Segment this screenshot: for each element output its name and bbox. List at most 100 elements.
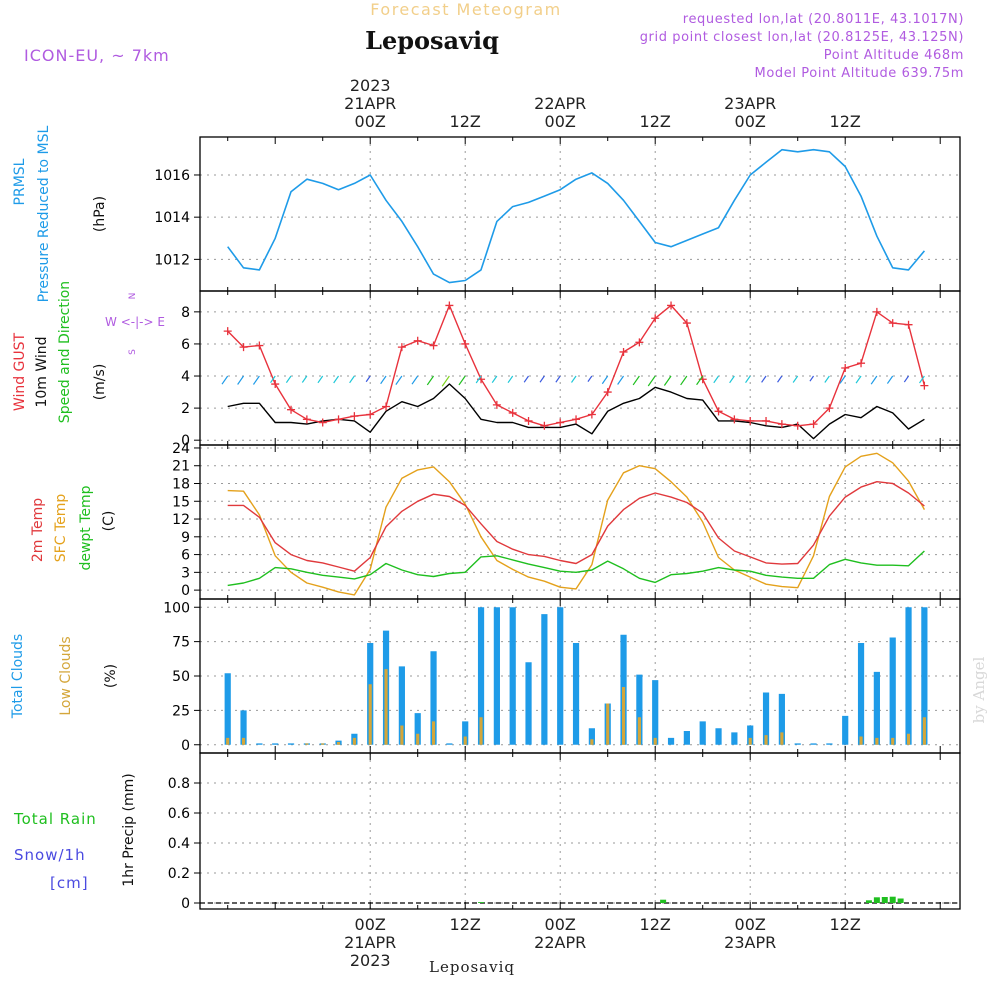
wind-labels: Wind GUST 10m Wind Speed and Direction (… [12, 281, 165, 423]
low-cloud-bar [321, 743, 325, 745]
wind-ytick-label: 6 [181, 337, 190, 353]
bottom-time-label: 00Z [355, 915, 386, 934]
total-cloud-bar [683, 731, 690, 745]
gust-marker [603, 388, 612, 397]
total-cloud-bar [905, 607, 912, 745]
precip-unit: 1hr Precip (mm) [121, 773, 137, 886]
total-cloud-bar [477, 607, 485, 745]
total-cloud-bar [493, 607, 500, 745]
wind-direction-arrow [270, 375, 276, 384]
total-cloud-bar [446, 743, 453, 745]
gust-marker [382, 402, 391, 411]
bottom-time-label: 00Z [545, 915, 576, 934]
watermark: by Angel [970, 656, 988, 723]
precip-ytick-label: 0.6 [168, 806, 190, 822]
wind-direction-arrow [221, 375, 229, 385]
wind-direction-arrow [713, 375, 720, 384]
gust-marker [223, 327, 232, 336]
clouds-ytick-label: 75 [172, 635, 190, 651]
low-cloud-bar [637, 717, 641, 745]
low-cloud-bar [621, 687, 626, 745]
precip-frame [199, 752, 961, 910]
gust-marker [445, 301, 454, 310]
wind-direction-arrow [886, 375, 894, 384]
bottom-time-label: 12Z [830, 915, 861, 934]
total-cloud-bar [715, 728, 722, 745]
low-cloud-bar [431, 721, 436, 745]
gust-marker [667, 301, 676, 310]
wind-direction-arrow [680, 375, 688, 386]
requested-coords: requested lon,lat (20.8011E, 43.1017N) [683, 12, 964, 27]
low-cloud-bar [352, 737, 356, 745]
precip-ytick-label: 0.4 [168, 836, 190, 852]
top-time-label: 00Z [355, 112, 386, 131]
low-cloud-bar [906, 733, 911, 745]
total-cloud-bar [557, 607, 564, 745]
model-label: ICON-EU, ~ 7km [24, 46, 170, 65]
wind-direction-arrow [395, 375, 403, 385]
pressure-unit: (hPa) [92, 196, 108, 232]
low-cloud-bar [859, 736, 863, 745]
gridpoint-coords: grid point closest lon,lat (20.8125E, 43… [640, 30, 964, 45]
low-cloud-bar [875, 737, 879, 745]
total-cloud-bar [842, 715, 849, 745]
pressure-panel: 1012 1014 1016 [154, 136, 961, 292]
wind-direction-arrow [380, 375, 387, 385]
wind-direction-arrow [761, 375, 767, 383]
wind-unit: (m/s) [92, 364, 108, 401]
wind-direction-arrow [632, 375, 640, 386]
gust-marker [872, 307, 881, 316]
gust-marker [920, 381, 929, 390]
low-cloud-bar [226, 737, 230, 745]
wind-direction-arrow [252, 375, 260, 385]
wind-direction-arrow [792, 375, 799, 383]
sfc-temp-line [227, 452, 926, 596]
total-cloud-bar [541, 614, 548, 745]
pressure-msl-label: Pressure Reduced to MSL [36, 125, 52, 302]
gust-marker [635, 338, 644, 347]
low-cloud-bar [368, 684, 372, 745]
sfc-temp-label: SFC Temp [53, 494, 69, 563]
dewpt-line [227, 550, 925, 587]
gust-line [227, 304, 926, 427]
snow-cm-label: [cm] [50, 874, 89, 892]
total-cloud-bar [747, 725, 754, 745]
wind-direction-arrow [824, 375, 830, 383]
low-cloud-bar [479, 717, 483, 745]
temp-ytick-label: 6 [181, 548, 190, 564]
bottom-time-label: 12Z [640, 915, 671, 934]
wind-ytick-label: 0 [181, 433, 190, 449]
wind-direction-arrow [458, 375, 466, 386]
rain-bar [478, 902, 485, 903]
low-cloud-bar [336, 742, 341, 745]
wind-direction-arrow [729, 375, 735, 384]
top-time-label: 00Z [735, 112, 766, 131]
low-cloud-bar [922, 717, 926, 745]
temp-ytick-label: 12 [172, 512, 190, 528]
wind-speed-dir-label: Speed and Direction [57, 281, 73, 423]
total-cloud-bar [762, 692, 770, 745]
rain-bar [889, 896, 896, 903]
wind-direction-arrow [491, 375, 498, 384]
wind-direction-arrow [441, 375, 450, 387]
temp2m-label: 2m Temp [30, 498, 46, 562]
wind-direction-arrow [539, 375, 545, 383]
wind-direction-arrow [601, 375, 609, 385]
temp-ytick-label: 18 [172, 477, 190, 493]
gust-marker [762, 416, 771, 425]
total-cloud-bar [462, 721, 469, 745]
total-cloud-bar [224, 673, 231, 745]
low-cloud-bar [780, 732, 784, 745]
total-cloud-bar [287, 743, 295, 745]
wind-direction-arrow [507, 375, 514, 384]
low-cloud-bar [590, 739, 594, 745]
cloud-labels: Total Clouds Low Clouds (%) [10, 634, 119, 719]
gust-marker [318, 418, 327, 427]
gust-marker [255, 341, 264, 350]
gust-marker [572, 415, 581, 424]
wind-direction-arrow [523, 375, 530, 383]
total-cloud-bar [414, 713, 421, 745]
total-cloud-bar [889, 637, 896, 745]
low-cloud-bar [891, 737, 895, 745]
